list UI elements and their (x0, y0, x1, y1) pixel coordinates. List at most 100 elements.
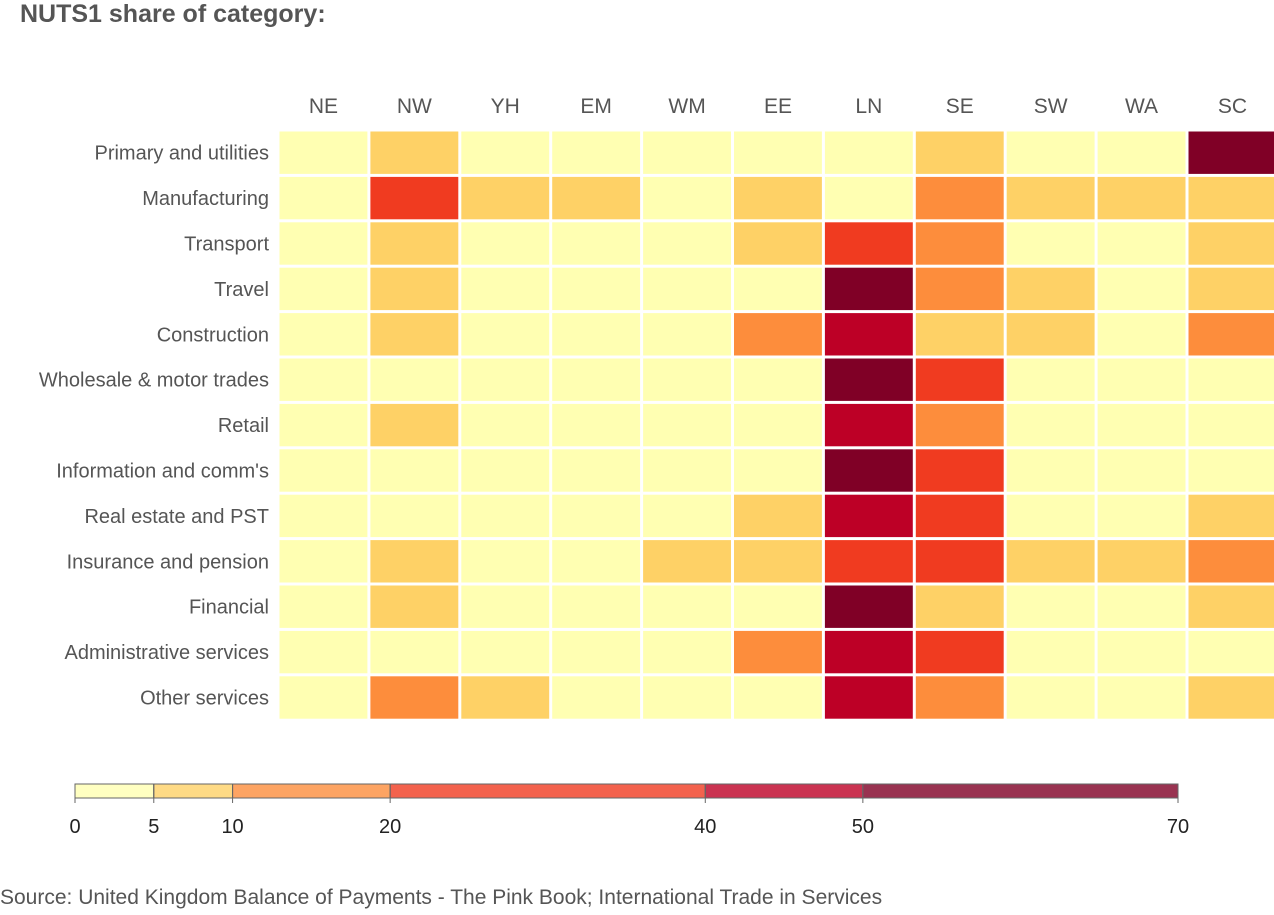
heatmap-cell (734, 358, 822, 401)
column-label-em: EM (580, 95, 612, 118)
heatmap-cell (1188, 267, 1274, 311)
heatmap-cell (461, 449, 550, 492)
heatmap-cell (824, 585, 913, 628)
color-legend: 0 5 10 20 40 50 70 (69, 783, 1189, 838)
heatmap-cell (1188, 676, 1274, 719)
heatmap-cell (643, 676, 731, 719)
heatmap-cell (643, 540, 731, 583)
heatmap-cell (734, 176, 822, 220)
heatmap-cell (279, 131, 368, 174)
heatmap-cell (1006, 585, 1095, 628)
legend-swatch (862, 783, 1179, 799)
row-label: Real estate and PST (84, 506, 269, 528)
heatmap-cell (1006, 540, 1095, 583)
heatmap-cell (1097, 267, 1186, 311)
heatmap-cell (1188, 630, 1274, 674)
heatmap-cell (1188, 540, 1274, 583)
heatmap-chart: NE NW YH EM WM EE LN SE SW WA SC Primary and utili… (39, 95, 1274, 838)
heatmap-cell (915, 267, 1004, 311)
heatmap-cell (734, 131, 822, 174)
row-label: Financial (189, 597, 269, 619)
heatmap-cell (915, 585, 1004, 628)
heatmap-cell (552, 267, 641, 311)
heatmap-cell (1188, 222, 1274, 265)
heatmap-cell (643, 131, 731, 174)
heatmap-cell (824, 630, 913, 674)
heatmap-cell (915, 313, 1004, 356)
row-label: Wholesale & motor trades (39, 370, 269, 392)
heatmap-cell (461, 176, 550, 220)
heatmap-cell (552, 403, 641, 447)
heatmap-cell (1006, 630, 1095, 674)
heatmap-cell (1097, 313, 1186, 356)
heatmap-cell (824, 358, 913, 401)
row-label: Manufacturing (142, 188, 269, 210)
heatmap-cell (915, 449, 1004, 492)
heatmap-cell (279, 222, 368, 265)
heatmap-cell (1006, 131, 1095, 174)
heatmap-cell (824, 267, 913, 311)
heatmap-cell (734, 494, 822, 538)
heatmap-cell (734, 449, 822, 492)
heatmap-cell (824, 313, 913, 356)
heatmap-cell (370, 403, 459, 447)
heatmap-cell (643, 176, 731, 220)
heatmap-cell (279, 630, 368, 674)
heatmap-cell (915, 540, 1004, 583)
heatmap-cell (824, 540, 913, 583)
heatmap-cell (1188, 358, 1274, 401)
heatmap-cell (1188, 131, 1274, 174)
heatmap-cell (1006, 358, 1095, 401)
heatmap-cell (1097, 176, 1186, 220)
heatmap-cell (1006, 676, 1095, 719)
heatmap-cell (370, 358, 459, 401)
heatmap-cell (734, 222, 822, 265)
column-label-ee: EE (764, 95, 792, 118)
heatmap-cell (734, 403, 822, 447)
legend-swatch (704, 783, 864, 799)
heatmap-cell (370, 449, 459, 492)
legend-swatch (389, 783, 706, 799)
heatmap-cell (370, 585, 459, 628)
heatmap-cell (1188, 313, 1274, 356)
heatmap-cell (915, 630, 1004, 674)
heatmap-cell (279, 494, 368, 538)
heatmap-cell (1006, 267, 1095, 311)
heatmap-cell (370, 222, 459, 265)
source-note: Source: United Kingdom Balance of Paymen… (0, 886, 883, 909)
heatmap-cell (461, 585, 550, 628)
column-labels: NE NW YH EM WM EE LN SE SW WA SC (309, 95, 1247, 118)
heatmap-cell (370, 313, 459, 356)
heatmap-cell (370, 267, 459, 311)
row-label: Retail (218, 415, 269, 437)
heatmap-cell (552, 585, 641, 628)
heatmap-cell (915, 131, 1004, 174)
heatmap-cell (279, 449, 368, 492)
heatmap-cell (915, 676, 1004, 719)
heatmap-cell (461, 540, 550, 583)
column-label-ne: NE (309, 95, 338, 118)
legend-tick-label: 5 (148, 816, 159, 838)
chart-title: NUTS1 share of category: (20, 0, 326, 28)
column-label-yh: YH (491, 95, 520, 118)
heatmap-cell (461, 313, 550, 356)
heatmap-cell (552, 222, 641, 265)
heatmap-cell (1097, 403, 1186, 447)
heatmap-cell (461, 494, 550, 538)
heatmap-cell (1188, 585, 1274, 628)
heatmap-cell (734, 630, 822, 674)
heatmap-cell (915, 494, 1004, 538)
heatmap-cell (1097, 676, 1186, 719)
heatmap-cell (461, 630, 550, 674)
heatmap-cell (734, 313, 822, 356)
legend-tick-label: 10 (221, 816, 243, 838)
heatmap-cell (643, 403, 731, 447)
heatmap-cell (915, 403, 1004, 447)
legend-swatch (232, 783, 391, 799)
heatmap-cell (552, 131, 641, 174)
row-label: Construction (157, 324, 269, 346)
heatmap-cell (461, 676, 550, 719)
heatmap-cell (734, 676, 822, 719)
heatmap-cell (461, 131, 550, 174)
heatmap-cell (1006, 222, 1095, 265)
